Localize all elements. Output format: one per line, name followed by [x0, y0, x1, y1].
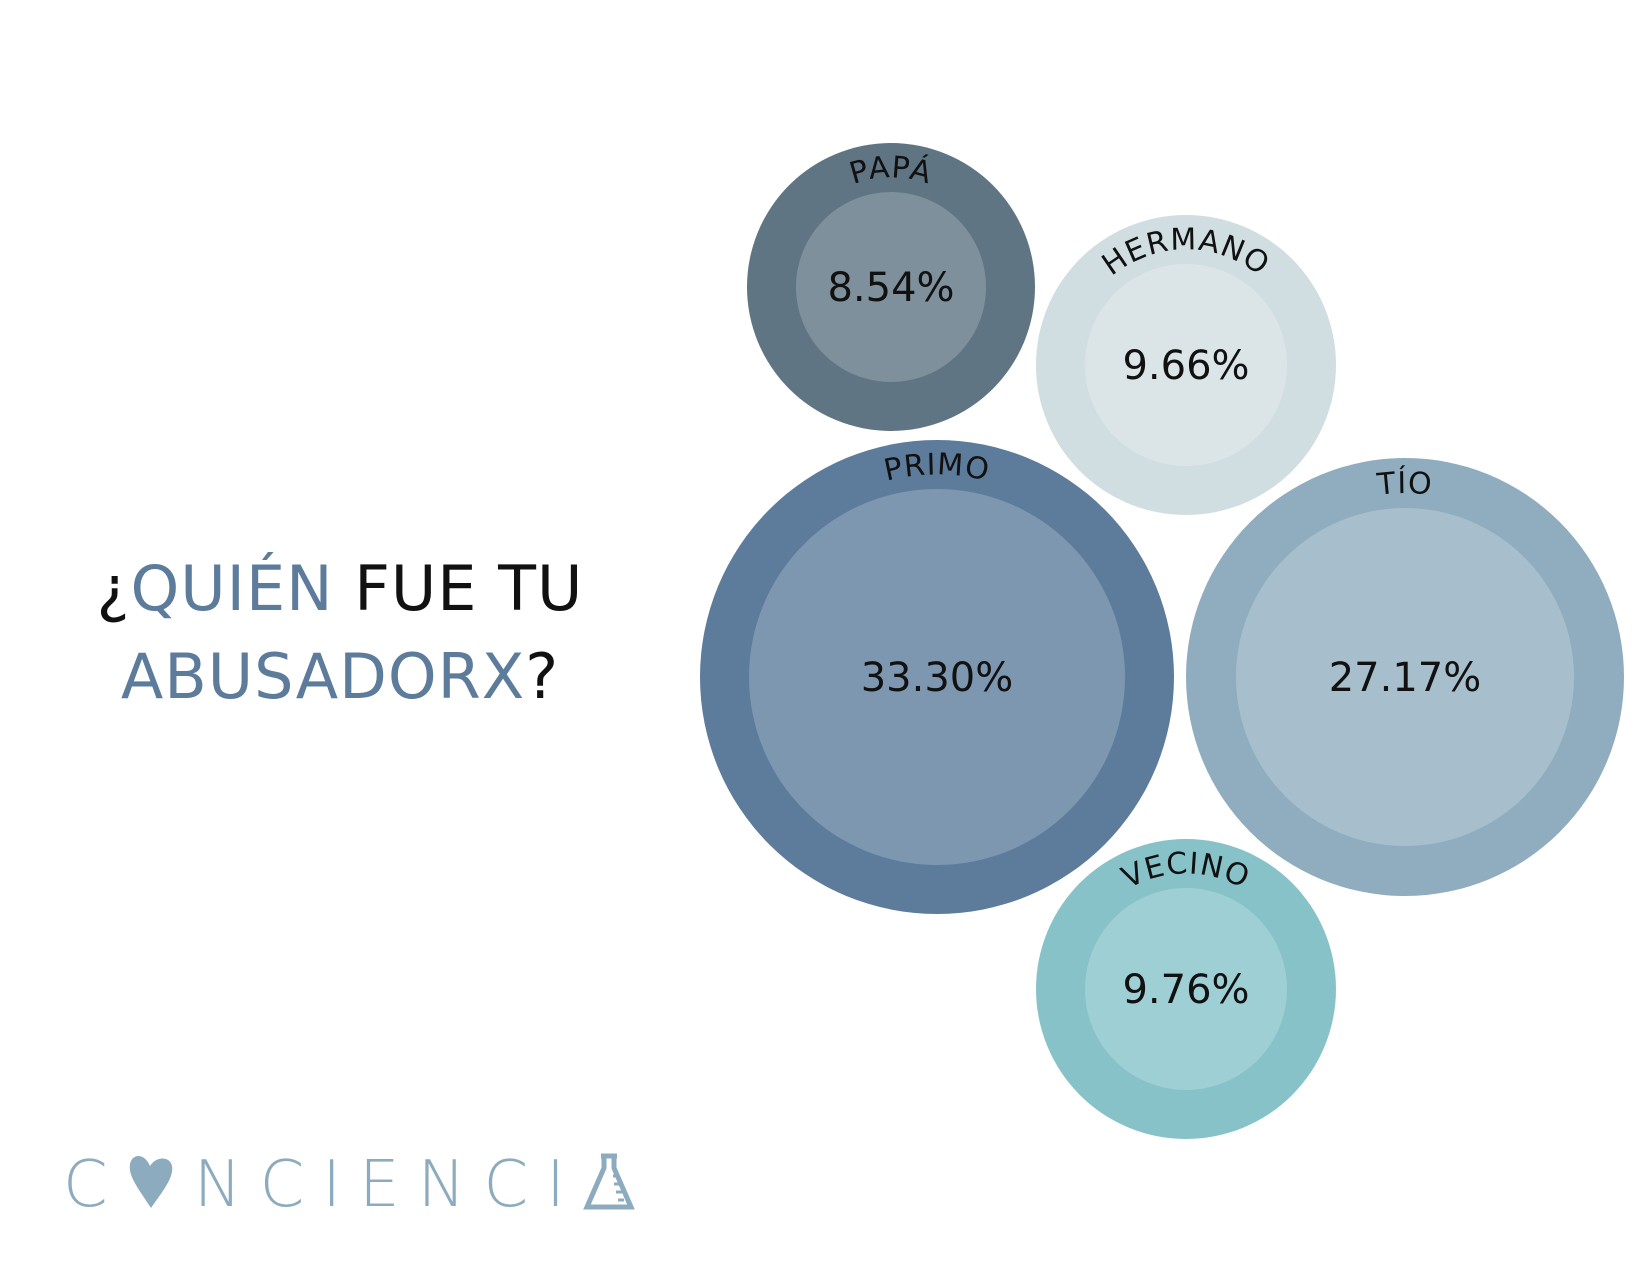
bubble-value-vecino: 9.76% — [1122, 967, 1249, 1013]
bubble-value-hermano: 9.66% — [1122, 343, 1249, 389]
bubble-inner-papa — [796, 192, 986, 382]
title-question-open: ¿ — [96, 552, 131, 625]
heart-icon — [129, 1156, 172, 1208]
bubble-inner-tio — [1236, 508, 1574, 846]
bubble-value-papa: 8.54% — [827, 265, 954, 311]
bubble-value-tio: 27.17% — [1329, 655, 1482, 701]
bubble-inner-primo — [749, 489, 1125, 865]
title-highlight-quien: QUIÉN — [130, 552, 334, 625]
page-title: ¿QUIÉN FUE TU ABUSADORX? — [60, 545, 620, 721]
flask-icon — [583, 1153, 635, 1210]
title-question-close: ? — [525, 640, 560, 713]
title-highlight-abusadorx: ABUSADORX — [120, 640, 526, 713]
bubble-tio: TÍO 27.17% — [1186, 458, 1624, 896]
title-plain: FUE TU — [333, 552, 584, 625]
logo-conciencia: C NCIENCI — [63, 1148, 635, 1222]
bubble-inner-vecino — [1085, 888, 1287, 1090]
bubble-label-tio: TÍO — [1375, 465, 1434, 503]
bubble-inner-hermano — [1085, 264, 1287, 466]
bubble-value-primo: 33.30% — [861, 655, 1014, 701]
